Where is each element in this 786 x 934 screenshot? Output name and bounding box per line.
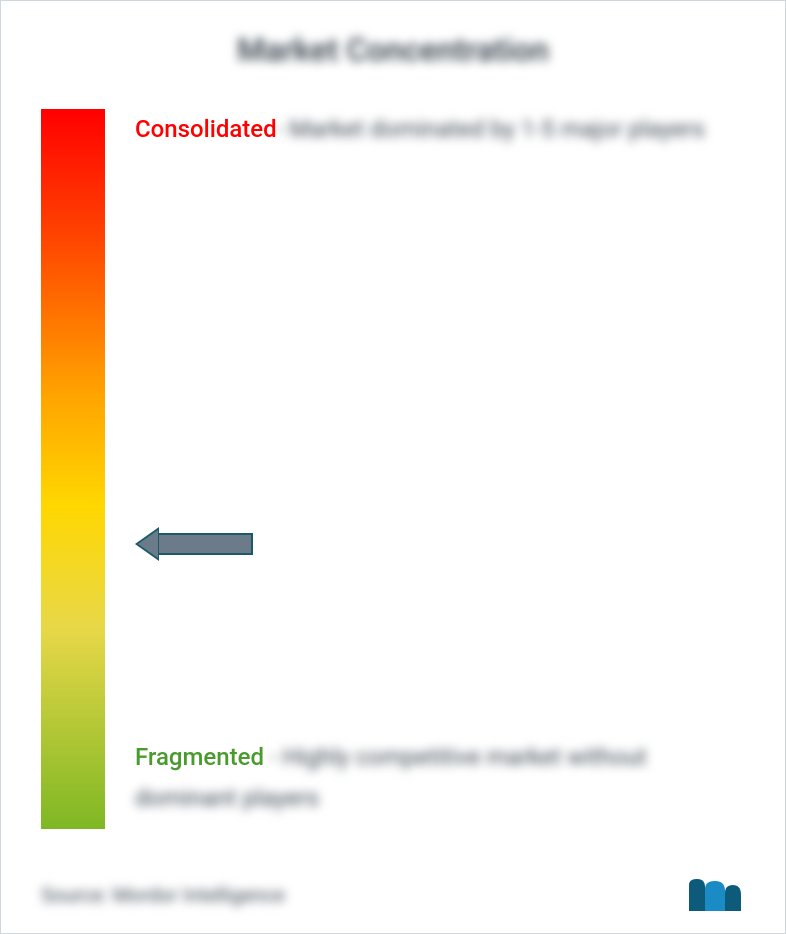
fragmented-description: Fragmented - Highly competitive market w… [135, 737, 735, 819]
gradient-svg [41, 109, 105, 829]
fragmented-label: Fragmented [135, 743, 264, 771]
text-area: Consolidated- Market dominated by 1-5 ma… [105, 109, 745, 829]
brand-logo [681, 875, 745, 915]
chart-title: Market Concentration [41, 31, 745, 69]
indicator-arrow [135, 527, 255, 565]
logo-icon [681, 875, 745, 915]
chart-content: Consolidated- Market dominated by 1-5 ma… [41, 109, 745, 829]
consolidated-text: - Market dominated by 1-5 major players [277, 115, 705, 143]
consolidated-label: Consolidated [135, 115, 277, 143]
footer: Source: Mordor Intelligence [41, 875, 745, 915]
arrow-icon [135, 527, 255, 561]
gradient-bar [41, 109, 105, 829]
chart-container: Market Concentration Con [0, 0, 786, 934]
source-text: Source: Mordor Intelligence [41, 883, 285, 907]
consolidated-description: Consolidated- Market dominated by 1-5 ma… [135, 109, 735, 150]
